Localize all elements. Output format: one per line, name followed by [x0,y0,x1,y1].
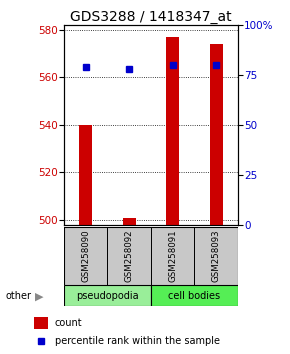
Bar [209,44,222,225]
Bar [64,227,107,285]
Text: GSM258093: GSM258093 [211,229,221,282]
Bar [34,317,48,329]
Text: GSM258090: GSM258090 [81,229,90,282]
Text: percentile rank within the sample: percentile rank within the sample [55,336,220,346]
Text: ▶: ▶ [35,291,44,301]
Text: GSM258091: GSM258091 [168,229,177,282]
Bar [79,125,92,225]
Text: cell bodies: cell bodies [168,291,220,301]
Bar [64,285,151,306]
Bar [122,218,135,225]
Bar [151,285,238,306]
Bar [194,227,238,285]
Text: GSM258092: GSM258092 [124,229,134,282]
Title: GDS3288 / 1418347_at: GDS3288 / 1418347_at [70,10,232,24]
Bar [107,227,151,285]
Bar [151,227,194,285]
Text: count: count [55,318,82,328]
Bar [166,37,179,225]
Text: pseudopodia: pseudopodia [76,291,139,301]
Text: other: other [6,291,32,301]
